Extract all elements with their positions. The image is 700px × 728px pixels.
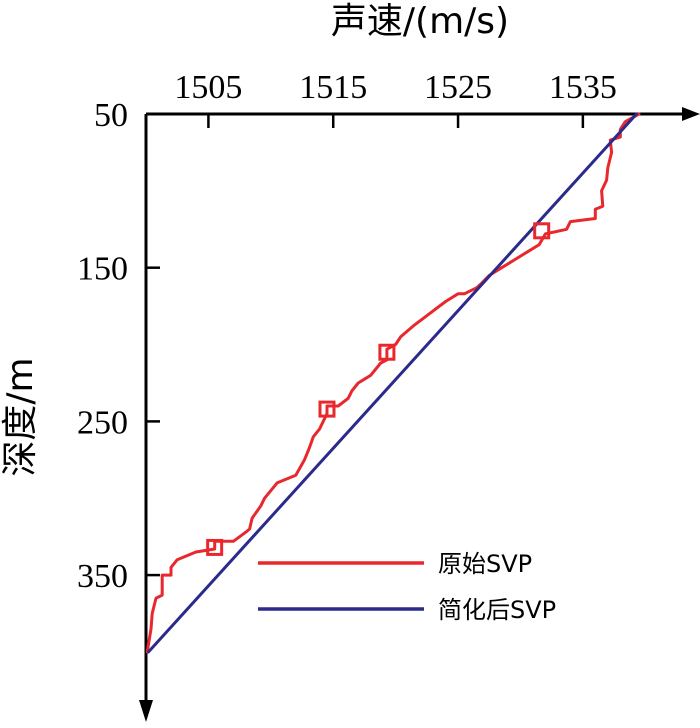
y-ticks: 50 150 250 350 [77,97,160,595]
x-axis-title: 声速/(m/s) [331,1,509,42]
x-tick-label: 1535 [549,69,617,106]
marker-square [378,343,396,361]
x-tick-label: 1515 [299,69,367,106]
x-axis-arrow-icon [682,107,700,121]
marker-square [318,400,336,418]
legend-label-simplified: 简化后SVP [438,596,556,624]
y-axis: 50 150 250 350 深度/m [0,97,160,722]
x-tick-label: 1525 [424,69,492,106]
x-tick-label: 1505 [174,69,242,106]
y-axis-title: 深度/m [0,357,41,476]
x-axis: 1505 1515 1525 1535 声速/(m/s) [146,1,700,128]
marker-square [533,222,551,240]
y-tick-label: 350 [77,558,128,595]
y-axis-arrow-icon [139,700,153,722]
legend-label-original: 原始SVP [438,550,532,578]
legend: 原始SVP 简化后SVP [258,550,556,624]
y-tick-label: 50 [94,97,128,134]
x-ticks: 1505 1515 1525 1535 [174,69,617,128]
series-layer [145,112,641,654]
simplified-svp-line [147,112,638,654]
marker-square [206,538,224,556]
marker-layer [206,222,551,556]
y-tick-label: 150 [77,251,128,288]
y-tick-label: 250 [77,404,128,441]
